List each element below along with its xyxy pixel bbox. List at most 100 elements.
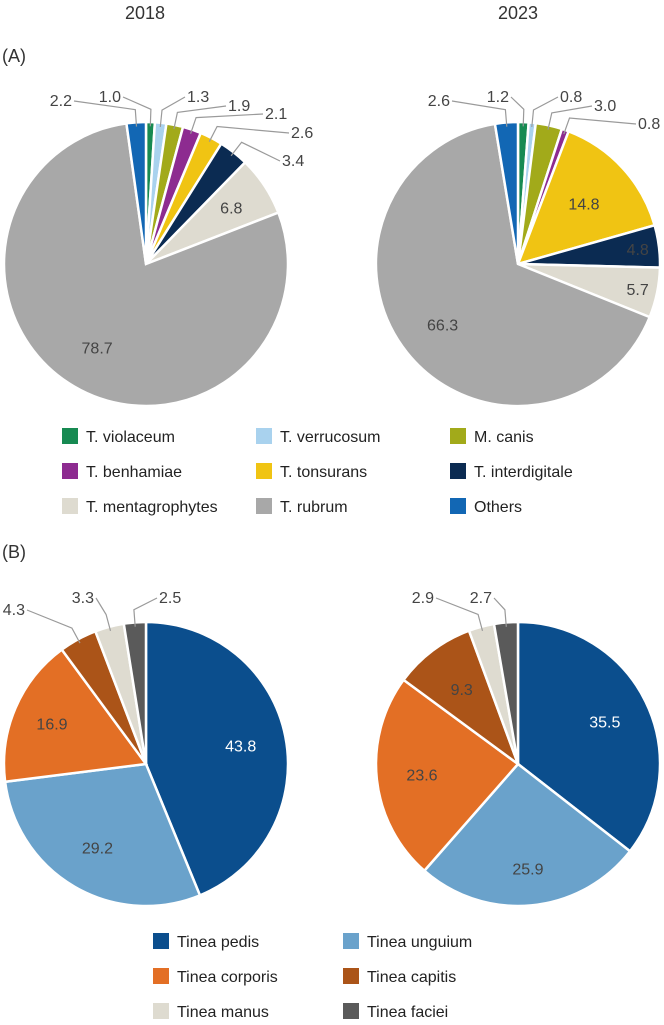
- value-label-t-benhamiae: 2.1: [265, 106, 287, 123]
- legend-label: Tinea pedis: [177, 934, 259, 951]
- value-label-tinea-corporis: 16.9: [36, 717, 67, 734]
- slice-t-tonsurans: [515, 129, 657, 266]
- value-label-tinea-pedis: 43.8: [225, 738, 256, 755]
- value-label-tinea-manus: 3.3: [72, 590, 94, 607]
- legend-item-t-violaceum: T. violaceum: [62, 428, 175, 446]
- slice-t-rubrum: [374, 122, 652, 408]
- legend-label: Tinea unguium: [367, 934, 472, 951]
- leader-line-tinea-manus: [95, 597, 112, 632]
- leader-line-m-canis: [173, 105, 227, 130]
- value-label-t-tonsurans: 14.8: [568, 197, 599, 214]
- legend-item-tinea-pedis: Tinea pedis: [153, 933, 259, 951]
- legend-label: T. interdigitale: [474, 464, 573, 481]
- value-label-t-tonsurans: 2.6: [291, 125, 313, 142]
- value-label-tinea-capitis: 9.3: [451, 682, 473, 699]
- legend-item-tinea-faciei: Tinea faciei: [343, 1003, 448, 1021]
- value-label-t-rubrum: 78.7: [82, 340, 113, 357]
- value-label-t-verrucosum: 1.3: [187, 89, 209, 106]
- legend-swatch: [450, 498, 466, 514]
- legend-item-others: Others: [450, 498, 522, 516]
- value-label-t-benhamiae: 0.8: [638, 116, 660, 133]
- legend-item-t-mentagrophytes: T. mentagrophytes: [62, 498, 218, 516]
- legend-item-m-canis: M. canis: [450, 428, 534, 446]
- column-title-2018: 2018: [125, 3, 165, 23]
- slice-t-rubrum: [2, 121, 290, 408]
- value-label-t-mentagrophytes: 5.7: [626, 282, 648, 299]
- leader-line-tinea-faciei: [133, 597, 158, 627]
- legend-species: T. violaceum T. verrucosum M. canis T. benh…: [62, 428, 573, 516]
- legend-swatch: [153, 968, 169, 984]
- pie-a-2018: 1.0 1.3 1.9 2.12.6 3.4 6.8 78.7 2.2: [2, 89, 313, 408]
- leader-line-tinea-faciei: [493, 597, 507, 627]
- legend-swatch: [62, 463, 78, 479]
- value-label-t-interdigitale: 3.4: [282, 153, 304, 170]
- legend-item-t-benhamiae: T. benhamiae: [62, 463, 182, 481]
- value-label-t-rubrum: 66.3: [427, 317, 458, 334]
- legend-swatch: [153, 1003, 169, 1019]
- leader-line-t-verrucosum: [159, 96, 186, 128]
- panel-a-label: (A): [2, 46, 26, 66]
- legend-label: T. benhamiae: [86, 464, 182, 481]
- slice-tinea-pedis: [144, 620, 290, 897]
- legend-swatch: [450, 428, 466, 444]
- leader-line-tinea-manus: [435, 597, 484, 632]
- leader-line-t-verrucosum: [531, 96, 559, 128]
- legend-item-tinea-corporis: Tinea corporis: [153, 968, 278, 986]
- legend-item-t-verrucosum: T. verrucosum: [256, 428, 380, 446]
- legend-item-t-interdigitale: T. interdigitale: [450, 463, 573, 481]
- value-label-t-verrucosum: 0.8: [560, 89, 582, 106]
- legend-label: Tinea capitis: [367, 969, 456, 986]
- pie-b-2023: 35.5 25.9 23.6 9.3 2.9 2.7: [374, 590, 662, 908]
- legend-label: T. tonsurans: [280, 464, 367, 481]
- legend-item-tinea-manus: Tinea manus: [153, 1003, 269, 1021]
- legend-swatch: [450, 463, 466, 479]
- panel-b-label: (B): [2, 542, 26, 562]
- legend-swatch: [343, 1003, 359, 1019]
- leader-line-t-violaceum: [510, 96, 525, 127]
- legend-swatch: [153, 933, 169, 949]
- value-label-tinea-manus: 2.9: [412, 590, 434, 607]
- slice-tinea-unguium: [3, 762, 202, 908]
- legend-swatch: [256, 498, 272, 514]
- value-label-m-canis: 1.9: [228, 98, 250, 115]
- slice-tinea-unguium: [422, 762, 632, 908]
- legend-swatch: [62, 428, 78, 444]
- slice-tinea-capitis: [401, 629, 521, 768]
- value-label-tinea-capitis: 4.3: [3, 602, 25, 619]
- legend-label: T. violaceum: [86, 429, 175, 446]
- legend-label: T. rubrum: [280, 499, 348, 516]
- legend-swatch: [256, 463, 272, 479]
- value-label-tinea-faciei: 2.5: [159, 590, 181, 607]
- value-label-others: 2.6: [428, 93, 450, 110]
- value-label-tinea-unguium: 29.2: [82, 840, 113, 857]
- value-label-t-violaceum: 1.2: [487, 89, 509, 106]
- value-label-t-mentagrophytes: 6.8: [220, 201, 242, 218]
- value-label-others: 2.2: [50, 93, 72, 110]
- legend-swatch: [343, 968, 359, 984]
- pie-a-2023: 1.2 0.8 3.0 0.8 14.8 4.8 5.7 66.3 2.6: [374, 89, 662, 408]
- legend-label: Tinea corporis: [177, 969, 278, 986]
- leader-line-tinea-capitis: [26, 609, 81, 644]
- legend-label: M. canis: [474, 429, 534, 446]
- leader-line-t-benhamiae: [190, 113, 264, 134]
- value-label-m-canis: 3.0: [594, 98, 616, 115]
- slice-tinea-corporis: [374, 678, 520, 873]
- leader-line-others: [73, 100, 138, 127]
- leader-line-t-tonsurans: [208, 125, 290, 142]
- legend-swatch: [256, 428, 272, 444]
- value-label-tinea-unguium: 25.9: [512, 862, 543, 879]
- value-label-tinea-faciei: 2.7: [470, 590, 492, 607]
- leader-line-t-interdigitale: [230, 141, 281, 162]
- legend-swatch: [62, 498, 78, 514]
- legend-item-t-tonsurans: T. tonsurans: [256, 463, 367, 481]
- value-label-t-violaceum: 1.0: [99, 89, 121, 106]
- legend-tinea-types: Tinea pedis Tinea unguium Tinea corporis Ti…: [153, 933, 472, 1021]
- value-label-t-interdigitale: 4.8: [627, 242, 649, 259]
- legend-item-tinea-unguium: Tinea unguium: [343, 933, 472, 951]
- legend-label: T. mentagrophytes: [86, 499, 218, 516]
- legend-label: Tinea manus: [177, 1004, 269, 1021]
- value-label-tinea-corporis: 23.6: [406, 768, 437, 785]
- leader-line-t-violaceum: [122, 96, 152, 127]
- legend-item-t-rubrum: T. rubrum: [256, 498, 348, 516]
